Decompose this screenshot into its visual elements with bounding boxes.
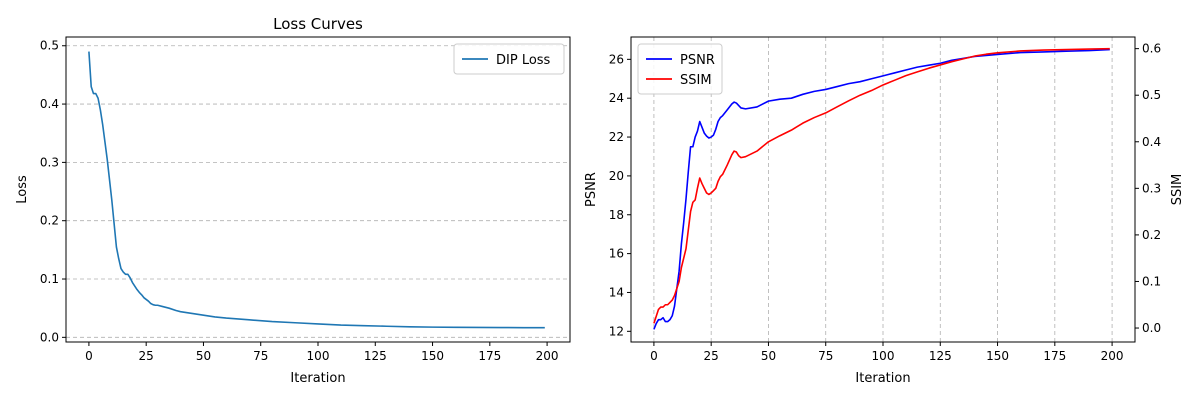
y-axis-label: PSNR [584, 172, 599, 207]
y-right-tick-label: 0.4 [1142, 135, 1161, 149]
y-tick-label: 0.3 [40, 155, 59, 169]
x-tick-label: 0 [85, 349, 93, 363]
x-tick-label: 150 [986, 349, 1009, 363]
x-tick-label: 50 [196, 349, 211, 363]
y-tick-label: 12 [609, 324, 624, 338]
x-tick-label: 100 [307, 349, 330, 363]
series-line-ssim [653, 47, 1110, 324]
series-line-dip-loss [88, 51, 545, 329]
x-tick-label: 150 [421, 349, 444, 363]
y-right-axis-label: SSIM [1170, 174, 1185, 206]
legend-entry: PSNR [680, 53, 715, 68]
y-tick-label: 16 [609, 247, 624, 261]
x-tick-label: 75 [253, 349, 268, 363]
series-line-psnr [653, 48, 1110, 330]
y-tick-label: 20 [609, 169, 624, 183]
x-tick-label: 0 [650, 349, 658, 363]
x-tick-label: 75 [818, 349, 833, 363]
x-tick-label: 125 [364, 349, 387, 363]
legend-entry: DIP Loss [496, 53, 551, 68]
y-right-tick-label: 0.2 [1142, 228, 1161, 242]
x-tick-label: 25 [704, 349, 719, 363]
legend-entry: SSIM [680, 73, 712, 88]
y-tick-label: 0.1 [40, 272, 59, 286]
y-tick-label: 26 [609, 52, 624, 66]
y-right-tick-label: 0.5 [1142, 88, 1161, 102]
y-tick-label: 24 [609, 91, 624, 105]
x-tick-label: 125 [929, 349, 952, 363]
y-tick-label: 0.0 [40, 330, 59, 344]
y-tick-label: 14 [609, 285, 624, 299]
y-tick-label: 0.5 [40, 39, 59, 53]
y-right-tick-label: 0.1 [1142, 274, 1161, 288]
x-tick-label: 175 [478, 349, 501, 363]
y-right-tick-label: 0.0 [1142, 321, 1161, 335]
chart-title: Loss Curves [273, 15, 363, 33]
x-tick-label: 200 [1101, 349, 1124, 363]
x-tick-label: 175 [1043, 349, 1066, 363]
loss-chart: 0 25 50 75 100 125 150 175 200 0.0 0.1 0.2 0.3 0.4 0.5… [15, 15, 571, 386]
y-right-tick-label: 0.3 [1142, 181, 1161, 195]
legend-box [453, 43, 565, 75]
y-tick-label: 18 [609, 208, 624, 222]
x-tick-label: 50 [761, 349, 776, 363]
x-axis-label: Iteration [855, 371, 910, 386]
y-tick-label: 22 [609, 130, 624, 144]
x-tick-label: 200 [536, 349, 559, 363]
y-tick-label: 0.4 [40, 97, 59, 111]
x-tick-label: 100 [872, 349, 895, 363]
x-tick-label: 25 [139, 349, 154, 363]
y-right-tick-label: 0.6 [1142, 42, 1161, 56]
y-axis-label: Loss [15, 175, 30, 204]
y-tick-label: 0.2 [40, 214, 59, 228]
psnr-ssim-chart: 0 25 50 75 100 125 150 175 200 12 14 16 18 20 22 24 26 0.… [584, 36, 1185, 386]
legend-box [637, 43, 723, 95]
plot-frame [65, 36, 571, 343]
x-axis-label: Iteration [290, 371, 345, 386]
